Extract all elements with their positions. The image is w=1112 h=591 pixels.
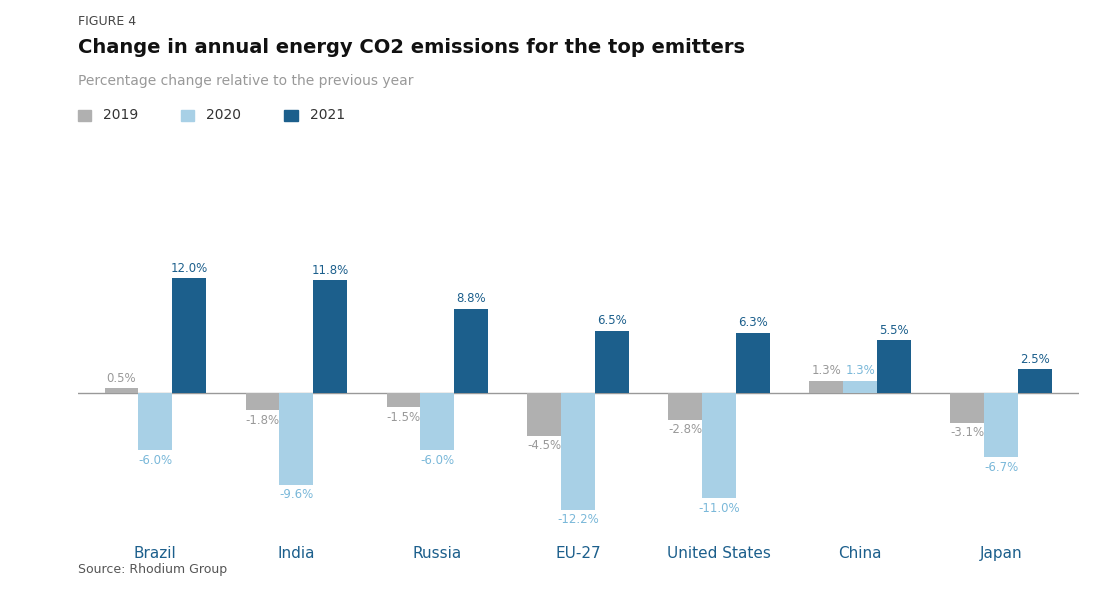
Bar — [951, 393, 984, 423]
Bar — [877, 340, 911, 393]
Bar — [843, 381, 877, 393]
Text: 1.3%: 1.3% — [845, 364, 875, 377]
Text: 6.3%: 6.3% — [738, 316, 768, 329]
Text: -6.0%: -6.0% — [420, 454, 455, 467]
Text: Percentage change relative to the previous year: Percentage change relative to the previo… — [78, 74, 414, 88]
Text: 1.3%: 1.3% — [812, 364, 841, 377]
Text: Change in annual energy CO2 emissions for the top emitters: Change in annual energy CO2 emissions fo… — [78, 38, 745, 57]
Bar — [562, 393, 595, 510]
Bar — [810, 381, 843, 393]
Text: -3.1%: -3.1% — [951, 426, 984, 439]
Bar — [246, 393, 279, 410]
Text: 2019: 2019 — [103, 108, 138, 122]
Bar — [736, 333, 770, 393]
Text: -4.5%: -4.5% — [527, 440, 562, 453]
Bar — [172, 278, 206, 393]
Text: -12.2%: -12.2% — [557, 513, 599, 526]
Text: 12.0%: 12.0% — [170, 262, 208, 275]
Bar — [314, 280, 347, 393]
Bar — [387, 393, 420, 407]
Text: 0.5%: 0.5% — [107, 372, 137, 385]
Bar — [703, 393, 736, 498]
Text: 5.5%: 5.5% — [880, 324, 909, 337]
Text: 11.8%: 11.8% — [311, 264, 349, 277]
Bar — [454, 309, 488, 393]
Bar — [984, 393, 1017, 457]
Text: -9.6%: -9.6% — [279, 488, 314, 501]
Bar — [105, 388, 139, 393]
Bar — [527, 393, 562, 436]
Text: -6.0%: -6.0% — [138, 454, 172, 467]
Text: -11.0%: -11.0% — [698, 502, 739, 515]
Text: Source: Rhodium Group: Source: Rhodium Group — [78, 563, 227, 576]
Bar — [595, 331, 629, 393]
Text: 6.5%: 6.5% — [597, 314, 627, 327]
Text: 2021: 2021 — [309, 108, 345, 122]
Text: -2.8%: -2.8% — [668, 423, 703, 436]
Bar — [420, 393, 454, 450]
Bar — [139, 393, 172, 450]
Bar — [1017, 369, 1052, 393]
Text: 2.5%: 2.5% — [1020, 353, 1050, 366]
Text: 8.8%: 8.8% — [456, 293, 486, 306]
Text: -1.5%: -1.5% — [386, 411, 420, 424]
Text: 2020: 2020 — [207, 108, 241, 122]
Text: -6.7%: -6.7% — [984, 460, 1019, 473]
Text: FIGURE 4: FIGURE 4 — [78, 15, 136, 28]
Bar — [668, 393, 703, 420]
Bar — [279, 393, 314, 485]
Text: -1.8%: -1.8% — [246, 414, 279, 427]
